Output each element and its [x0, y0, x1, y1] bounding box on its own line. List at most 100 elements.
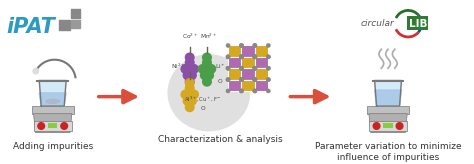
Circle shape [185, 58, 194, 67]
Circle shape [183, 97, 192, 105]
Text: $\mathsf{Al^{3+}, Cu^+, F^-}$: $\mathsf{Al^{3+}, Cu^+, F^-}$ [184, 94, 222, 103]
Circle shape [239, 66, 244, 70]
Circle shape [239, 78, 244, 82]
Circle shape [253, 43, 257, 48]
Circle shape [183, 71, 192, 80]
Circle shape [239, 78, 244, 82]
Circle shape [201, 71, 209, 80]
Circle shape [266, 78, 270, 82]
Circle shape [188, 71, 196, 80]
Polygon shape [369, 114, 407, 133]
Bar [241, 45, 255, 57]
Circle shape [266, 89, 270, 93]
Text: circular: circular [361, 19, 395, 28]
Circle shape [226, 55, 230, 59]
Bar [255, 57, 268, 68]
Text: Characterization & analysis: Characterization & analysis [158, 135, 283, 144]
Bar [369, 121, 407, 131]
Circle shape [226, 66, 230, 70]
Circle shape [181, 65, 190, 73]
Circle shape [396, 123, 403, 129]
Circle shape [239, 78, 244, 82]
Circle shape [239, 55, 244, 59]
Circle shape [203, 77, 211, 86]
Polygon shape [374, 81, 401, 106]
Circle shape [188, 97, 196, 105]
Circle shape [226, 43, 230, 48]
Polygon shape [374, 90, 401, 106]
Bar [255, 45, 268, 57]
Circle shape [239, 66, 244, 70]
Circle shape [253, 66, 257, 70]
Circle shape [198, 65, 207, 73]
Circle shape [266, 55, 270, 59]
Circle shape [185, 84, 194, 92]
Circle shape [266, 66, 270, 70]
Circle shape [205, 71, 213, 80]
Bar [34, 121, 72, 131]
Circle shape [190, 90, 198, 99]
Bar [228, 45, 241, 57]
Text: $\mathsf{Co^{2+}}$: $\mathsf{Co^{2+}}$ [182, 32, 198, 41]
Circle shape [253, 78, 257, 82]
Circle shape [226, 89, 230, 93]
Text: $\mathsf{O}$: $\mathsf{O}$ [217, 77, 224, 85]
Text: $\mathsf{Li^+}$: $\mathsf{Li^+}$ [215, 62, 226, 71]
Circle shape [185, 53, 194, 62]
Bar [71, 20, 80, 28]
Circle shape [239, 89, 244, 93]
Text: $\mathsf{Mn^{2+}}$: $\mathsf{Mn^{2+}}$ [200, 32, 218, 41]
Circle shape [253, 43, 257, 48]
Bar [48, 123, 57, 128]
Circle shape [373, 123, 380, 129]
Circle shape [253, 78, 257, 82]
Bar [241, 80, 255, 91]
Circle shape [239, 55, 244, 59]
Polygon shape [367, 106, 409, 114]
Circle shape [203, 53, 211, 62]
Circle shape [38, 123, 45, 129]
Bar [59, 20, 70, 30]
Circle shape [239, 78, 244, 82]
Bar [255, 68, 268, 80]
Circle shape [185, 103, 194, 112]
Text: iPAT: iPAT [7, 17, 55, 37]
Circle shape [253, 66, 257, 70]
Circle shape [253, 66, 257, 70]
Circle shape [253, 89, 257, 93]
Circle shape [239, 89, 244, 93]
Circle shape [253, 55, 257, 59]
Circle shape [61, 123, 68, 129]
Circle shape [33, 68, 39, 74]
Bar [255, 80, 268, 91]
Circle shape [239, 66, 244, 70]
Text: Adding impurities: Adding impurities [13, 142, 93, 151]
Bar [241, 68, 255, 80]
Circle shape [253, 89, 257, 93]
Circle shape [185, 77, 194, 86]
Circle shape [226, 78, 230, 82]
Circle shape [266, 43, 270, 48]
Circle shape [253, 78, 257, 82]
Circle shape [266, 78, 270, 82]
Circle shape [239, 43, 244, 48]
Circle shape [185, 79, 194, 87]
Polygon shape [39, 93, 66, 106]
Ellipse shape [46, 100, 59, 103]
Circle shape [253, 66, 257, 70]
Circle shape [226, 78, 230, 82]
Circle shape [239, 55, 244, 59]
Circle shape [239, 66, 244, 70]
FancyBboxPatch shape [407, 16, 428, 30]
Polygon shape [39, 81, 66, 106]
Ellipse shape [168, 55, 250, 131]
Circle shape [253, 55, 257, 59]
Circle shape [181, 90, 190, 99]
Circle shape [253, 55, 257, 59]
Circle shape [253, 55, 257, 59]
Circle shape [203, 58, 211, 67]
Circle shape [190, 65, 198, 73]
Bar [228, 68, 241, 80]
Bar [241, 57, 255, 68]
Text: $\mathsf{O}$: $\mathsf{O}$ [200, 104, 206, 112]
